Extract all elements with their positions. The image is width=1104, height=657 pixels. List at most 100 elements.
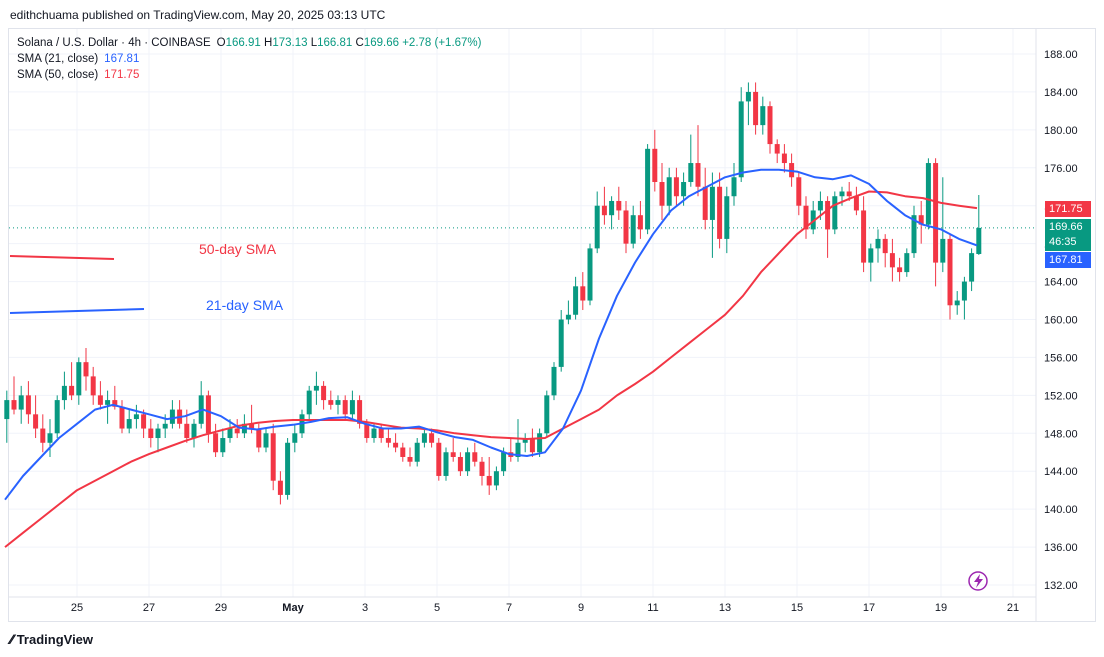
candle-body-down [472,452,478,462]
candle-body-down [702,186,708,220]
low-value: 166.81 [317,37,353,49]
y-tick-label: 184.00 [1044,87,1078,99]
legend-sma50-row[interactable]: SMA (50, close) 171.75 [17,67,481,83]
candle-body-up [565,314,571,320]
y-tick-label: 160.00 [1044,315,1078,327]
candle-body-down [825,200,831,230]
sma21-line [4,168,978,501]
sma50-value: 171.75 [104,69,140,81]
candle-body-down [803,205,809,230]
x-tick-label: May [282,602,304,614]
sma50-annotation-text: 50-day SMA [199,241,277,257]
candle-body-down [342,400,348,415]
candle-body-up [443,452,449,476]
candle-body-up [839,191,845,197]
candle-body-up [875,238,881,249]
candle-body-down [659,182,665,206]
candle-body-up [961,281,967,301]
candle-body-up [371,428,377,439]
x-tick-label: 13 [719,602,731,614]
x-tick-label: 5 [434,602,440,614]
candle-body-up [594,205,600,249]
candle-body-down [861,210,867,263]
candle-body-up [954,300,960,306]
candle-body-up [126,419,132,429]
candle-body-down [184,423,190,439]
tradingview-logo[interactable]: ⁄⁄ TradingView [10,631,93,647]
candle-body-up [493,471,499,486]
y-tick-label: 156.00 [1044,352,1078,364]
open-value: 166.91 [225,37,261,49]
candle-body-up [681,182,687,197]
symbol-title[interactable]: Solana / U.S. Dollar · 4h · COINBASE [17,37,211,49]
candle-body-up [609,200,615,216]
candle-body-down [378,428,384,439]
candle-body-up [220,438,226,453]
lightning-icon [968,571,988,591]
x-tick-label: 25 [71,602,83,614]
candle-body-up [61,385,67,401]
candle-body-up [4,400,10,420]
x-tick-label: 21 [1007,602,1019,614]
candle-body-up [544,395,550,434]
candle-body-down [33,414,39,429]
candle-body-down [400,447,406,457]
sma50-line [4,190,978,548]
candle-body-up [522,438,528,443]
candle-body-up [349,400,355,415]
candle-body-down [321,385,327,401]
candle-body-down [277,480,283,495]
x-tick-label: 19 [935,602,947,614]
x-tick-label: 7 [506,602,512,614]
candle-body-down [882,238,888,254]
candle-body-up [745,91,751,102]
candle-body-up [645,148,651,230]
candle-body-down [249,423,255,429]
candle-body-down [616,200,622,211]
candle-body-up [18,395,24,410]
high-label: H [264,37,273,49]
candle-body-down [393,442,399,448]
candle-body-down [767,106,773,145]
publisher-line: edithchuama published on TradingView.com… [10,8,386,22]
x-tick-label: 3 [362,602,368,614]
candle-body-down [83,362,89,377]
candle-body-down [933,163,939,263]
x-tick-label: 17 [863,602,875,614]
candle-body-down [148,428,154,439]
candle-body-up [709,186,715,220]
candle-body-down [486,475,492,486]
candle-body-down [781,153,787,164]
candle-body-up [76,362,82,396]
tradingview-brand: TradingView [16,631,94,647]
y-tick-label: 144.00 [1044,466,1078,478]
candle-body-down [11,400,17,410]
candle-body-up [155,428,161,439]
x-tick-label: 9 [578,602,584,614]
ohlc-values: O166.91 H173.13 L166.81 C169.66 +2.78 (+… [217,35,482,51]
candle-body-up [630,215,636,244]
candle-body-down [652,148,658,183]
candle-body-down [97,395,103,405]
candle-body-down [328,400,334,405]
candle-body-up [263,433,269,448]
candle-body-up [810,210,816,230]
candle-body-down [436,442,442,476]
sma50-label: SMA (50, close) [17,69,99,81]
y-tick-label: 148.00 [1044,428,1078,440]
candle-body-up [969,253,975,282]
close-label: C [355,37,364,49]
y-tick-label: 188.00 [1044,49,1078,61]
candle-body-up [738,101,744,178]
y-tick-label: 152.00 [1044,390,1078,402]
candle-body-up [904,253,910,273]
last-price-value: 169.66 [1049,221,1083,233]
x-tick-label: 11 [647,602,658,614]
candle-body-up [537,433,543,453]
candle-body-up [133,414,139,420]
candle-body-down [25,395,31,415]
candle-body-up [169,409,175,424]
legend-sma21-row[interactable]: SMA (21, close) 167.81 [17,51,481,67]
candle-body-up [191,423,197,439]
